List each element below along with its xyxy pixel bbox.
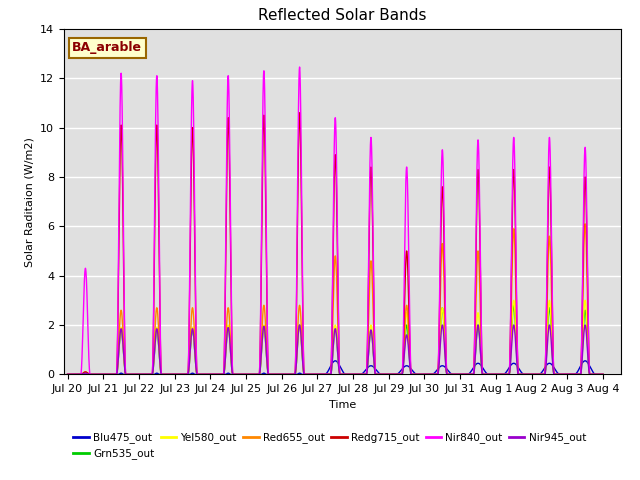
X-axis label: Time: Time [329,400,356,409]
Title: Reflected Solar Bands: Reflected Solar Bands [258,9,427,24]
Text: BA_arable: BA_arable [72,41,142,54]
Y-axis label: Solar Raditaion (W/m2): Solar Raditaion (W/m2) [24,137,35,266]
Legend: Blu475_out, Grn535_out, Yel580_out, Red655_out, Redg715_out, Nir840_out, Nir945_: Blu475_out, Grn535_out, Yel580_out, Red6… [69,428,590,463]
